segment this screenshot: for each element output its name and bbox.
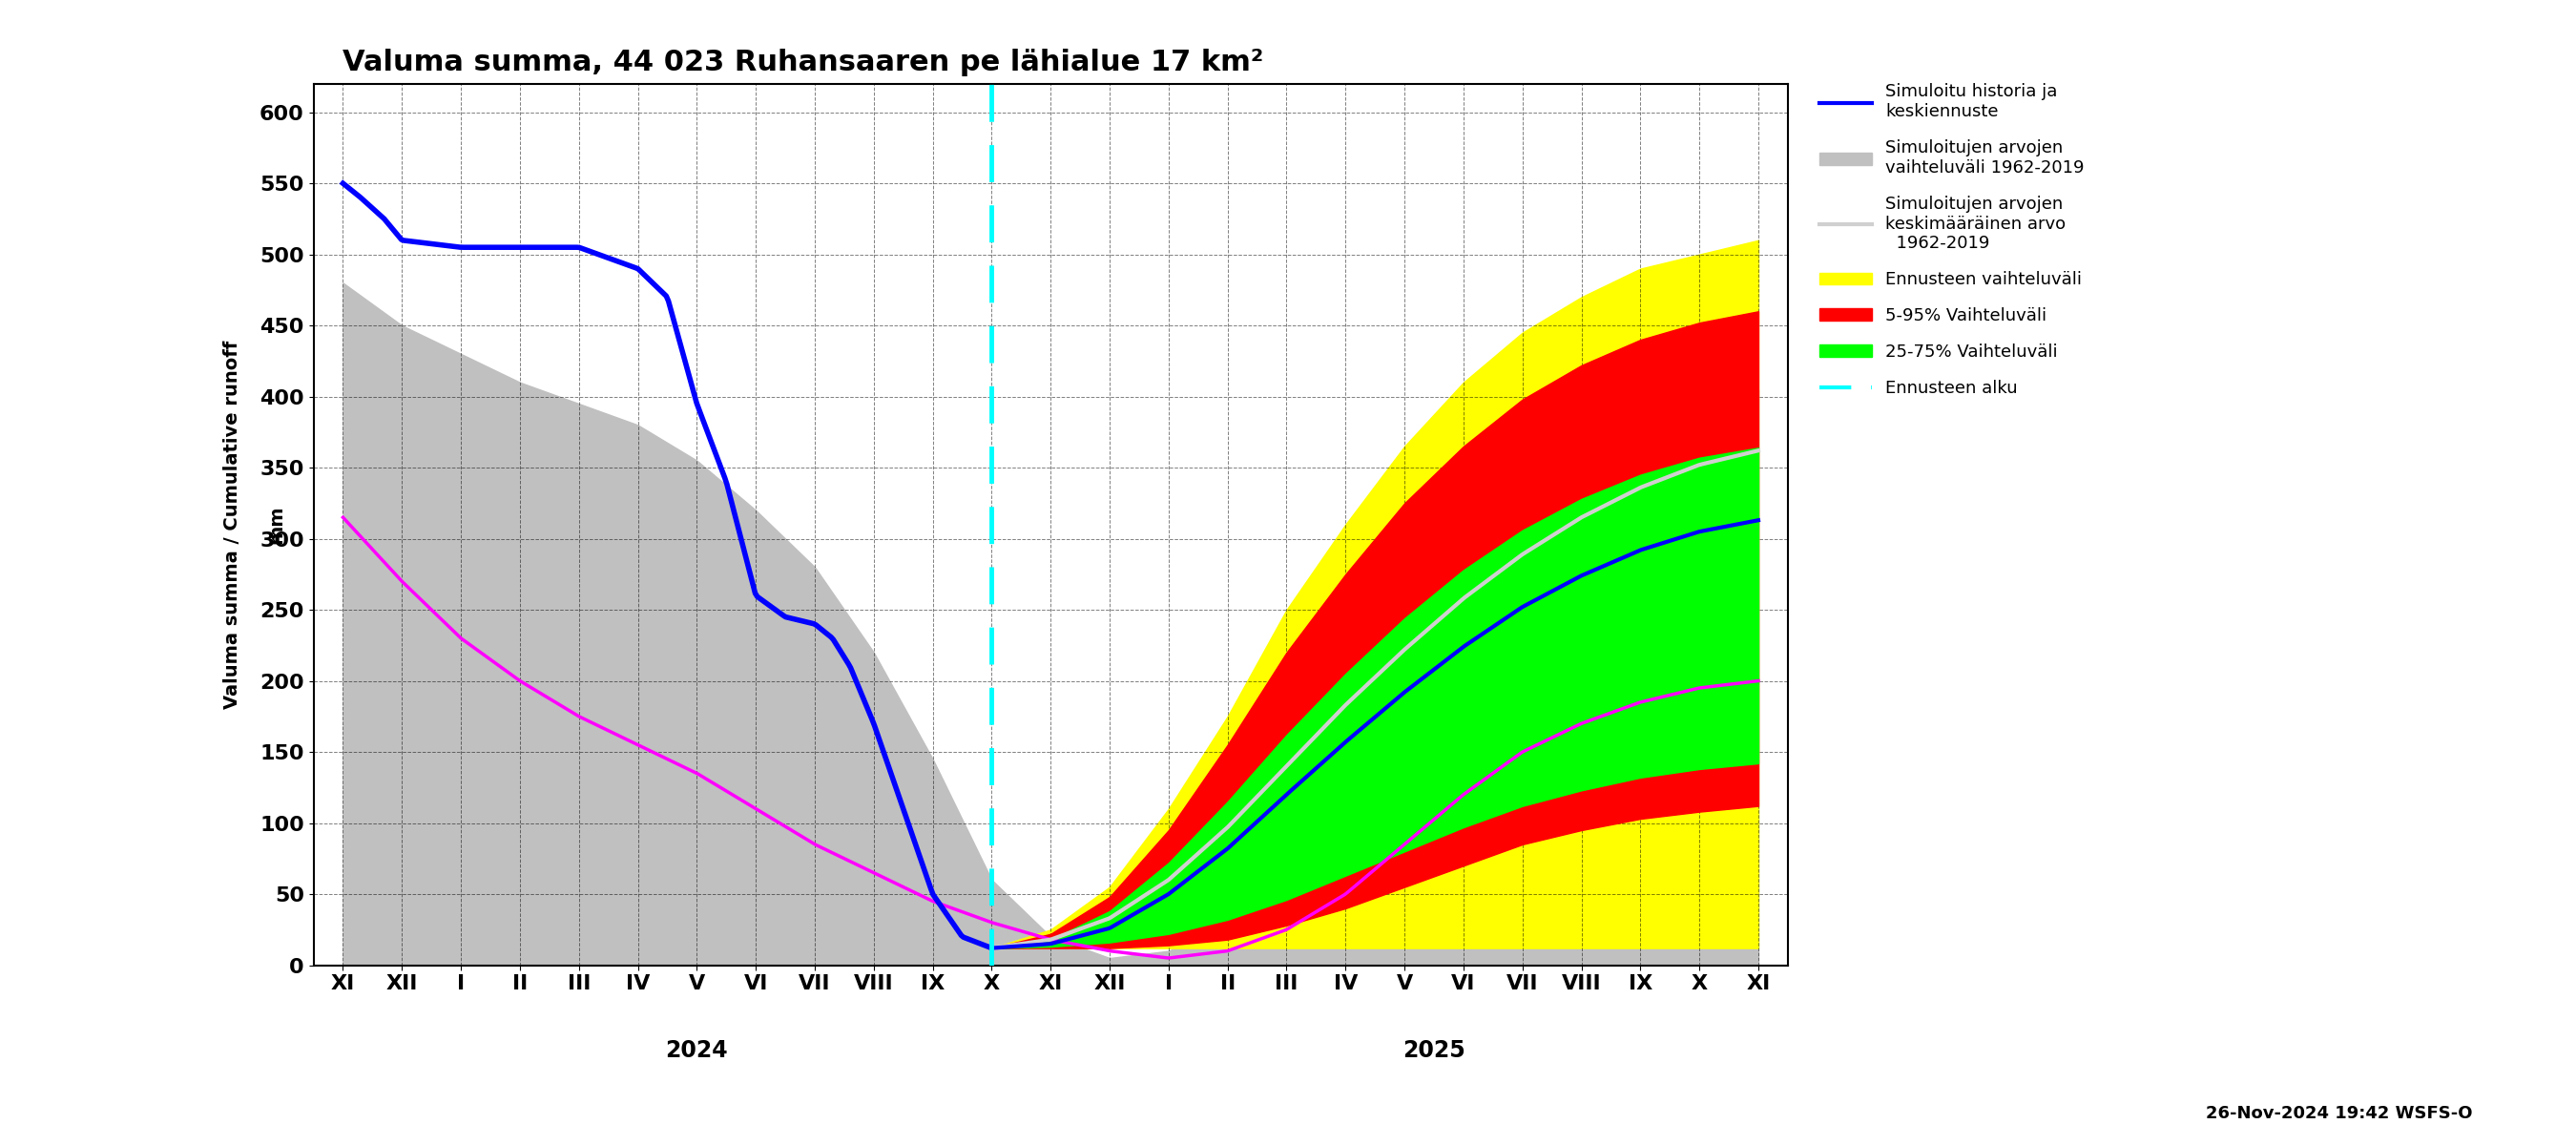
Text: 2024: 2024 xyxy=(665,1039,729,1061)
Text: Valuma summa, 44 023 Ruhansaaren pe lähialue 17 km²: Valuma summa, 44 023 Ruhansaaren pe lähi… xyxy=(343,48,1265,77)
Legend: Simuloitu historia ja
keskiennuste, Simuloitujen arvojen
vaihteluväli 1962-2019,: Simuloitu historia ja keskiennuste, Simu… xyxy=(1811,74,2092,405)
Text: mm: mm xyxy=(268,505,286,544)
Text: Valuma summa / Cumulative runoff: Valuma summa / Cumulative runoff xyxy=(224,340,242,709)
Text: 2025: 2025 xyxy=(1401,1039,1466,1061)
Text: 26-Nov-2024 19:42 WSFS-O: 26-Nov-2024 19:42 WSFS-O xyxy=(2205,1105,2473,1122)
